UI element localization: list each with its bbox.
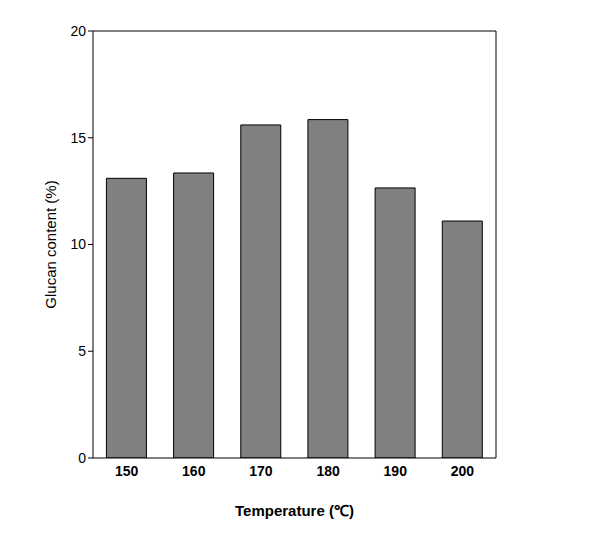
svg-text:150: 150 xyxy=(115,463,139,479)
svg-text:180: 180 xyxy=(316,463,340,479)
svg-text:5: 5 xyxy=(78,343,86,359)
svg-text:15: 15 xyxy=(70,130,86,146)
svg-text:170: 170 xyxy=(249,463,273,479)
svg-text:190: 190 xyxy=(384,463,408,479)
svg-text:Glucan content (%): Glucan content (%) xyxy=(42,180,59,308)
svg-text:Temperature (℃): Temperature (℃) xyxy=(235,502,354,519)
svg-text:20: 20 xyxy=(70,23,86,39)
svg-text:160: 160 xyxy=(182,463,206,479)
svg-text:200: 200 xyxy=(451,463,475,479)
svg-text:0: 0 xyxy=(78,450,86,466)
svg-text:10: 10 xyxy=(70,236,86,252)
